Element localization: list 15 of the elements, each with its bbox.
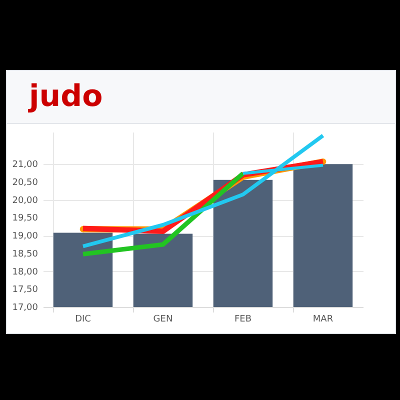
x-tick-label: MAR xyxy=(312,314,334,324)
y-tick-label: 19,00 xyxy=(12,232,38,242)
y-tick-label: 18,50 xyxy=(12,249,38,260)
x-tick-label: GEN xyxy=(153,314,173,324)
y-tick-label: 21,00 xyxy=(12,160,38,170)
x-tick-label: DIC xyxy=(75,314,91,324)
chart-title: judo xyxy=(27,78,104,114)
y-tick-label: 17,00 xyxy=(12,303,38,313)
y-tick-label: 17,50 xyxy=(12,285,38,296)
x-tick-label: FEB xyxy=(234,314,252,324)
y-tick-label: 20,50 xyxy=(12,178,38,188)
y-tick-label: 18,00 xyxy=(12,267,38,278)
y-tick-label: 20,00 xyxy=(12,196,38,206)
y-tick-label: 19,50 xyxy=(12,214,38,224)
line-series xyxy=(81,134,325,248)
